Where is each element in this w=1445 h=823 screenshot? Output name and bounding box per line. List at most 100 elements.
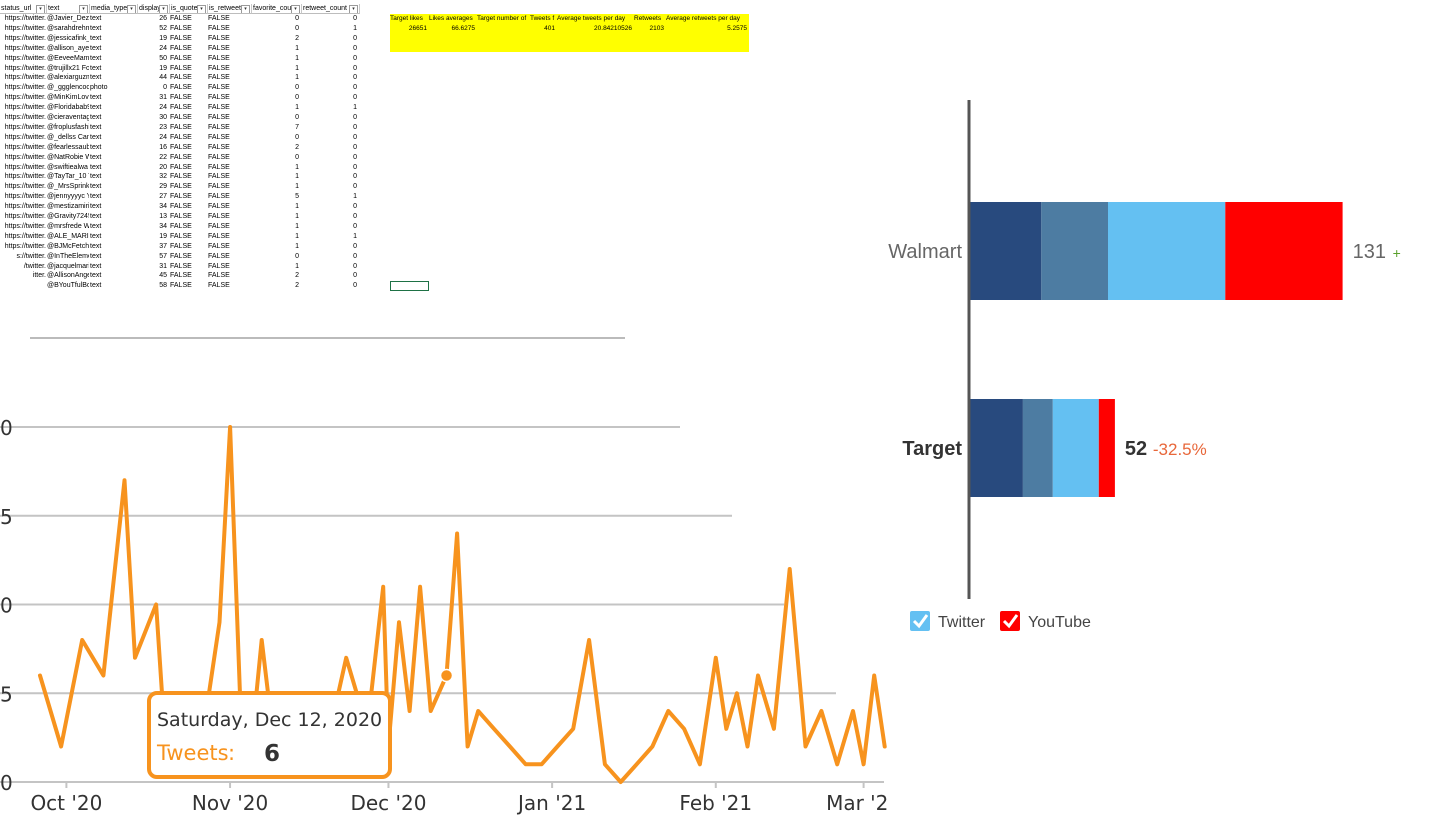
table-cell: FALSE <box>208 213 230 220</box>
table-cell: text <box>90 34 102 42</box>
table-cell: 0 <box>353 44 357 52</box>
table-cell: 0 <box>353 252 357 260</box>
table-cell: FALSE <box>170 15 192 22</box>
table-cell: FALSE <box>208 242 230 250</box>
table-cell: 0 <box>295 15 299 22</box>
table-cell: 24 <box>159 104 167 112</box>
table-cell: text <box>90 222 102 230</box>
table-cell: 1 <box>295 104 299 112</box>
filter-dropdown-icon[interactable]: ▾ <box>349 5 358 13</box>
table-cell: 0 <box>353 262 357 270</box>
x-tick-label: Oct '20 <box>30 791 102 815</box>
table-cell: 0 <box>353 272 357 280</box>
table-cell: 2 <box>295 272 299 280</box>
table-cell: https://twitter. <box>4 133 46 141</box>
table-cell: text <box>90 193 102 201</box>
table-cell: @InTheEleme <box>47 252 89 260</box>
filter-dropdown-icon[interactable]: ▾ <box>159 5 168 13</box>
table-cell: 19 <box>159 232 167 240</box>
table-cell: FALSE <box>170 34 192 42</box>
table-cell: FALSE <box>208 193 230 201</box>
table-cell: https://twitter. <box>4 123 46 131</box>
table-cell: 0 <box>353 94 357 102</box>
table-cell: FALSE <box>170 163 192 171</box>
filter-dropdown-icon[interactable]: ▾ <box>241 5 250 13</box>
y-tick-label: 0 <box>0 594 13 618</box>
column-header: text ▾ <box>47 4 90 14</box>
table-cell: FALSE <box>208 64 230 72</box>
table-cell: text <box>90 104 102 112</box>
table-cell: FALSE <box>208 272 230 280</box>
table-cell: @_ggglencocc <box>47 84 89 92</box>
table-cell: text <box>90 203 102 211</box>
filter-dropdown-icon[interactable]: ▾ <box>79 5 88 13</box>
table-cell: FALSE <box>170 114 192 121</box>
x-tick-label: Feb '21 <box>679 791 752 815</box>
table-cell: 31 <box>159 94 167 102</box>
column-header: media_type ▾ <box>90 4 138 14</box>
table-cell: itter. <box>32 272 46 280</box>
table-cell: 0 <box>295 94 299 102</box>
table-cell: 1 <box>295 74 299 82</box>
table-cell: FALSE <box>208 133 230 141</box>
selected-cell[interactable] <box>390 281 429 291</box>
table-cell: https://twitter. <box>4 163 46 171</box>
table-cell: text <box>90 252 102 260</box>
tooltip-box <box>147 691 392 779</box>
total-label: 52 <box>1125 438 1147 460</box>
table-cell: FALSE <box>170 213 192 220</box>
table-cell: FALSE <box>170 104 192 112</box>
table-cell: @EeveeMami <box>47 54 89 62</box>
summary-header: Likes averages <box>429 15 473 22</box>
table-cell: 32 <box>159 173 167 181</box>
table-cell: 1 <box>353 232 357 240</box>
x-tick-label: Nov '20 <box>192 791 268 815</box>
table-cell: @ALE_MARIN <box>47 232 89 240</box>
legend-label: YouTube <box>1028 614 1091 631</box>
table-cell: 1 <box>295 44 299 52</box>
table-cell: @sarahdrehm <box>47 24 89 32</box>
summary-header: Average tweets per day <box>557 15 626 22</box>
table-cell: FALSE <box>208 262 230 270</box>
table-cell: 1 <box>295 183 299 191</box>
table-cell: 24 <box>159 133 167 141</box>
filter-dropdown-icon[interactable]: ▾ <box>127 5 136 13</box>
table-cell: 0 <box>353 222 357 230</box>
table-cell: 19 <box>159 64 167 72</box>
table-cell: FALSE <box>170 84 192 92</box>
summary-header: Tweets f <box>530 15 555 22</box>
table-cell: https://twitter. <box>4 114 46 121</box>
table-cell: 0 <box>295 153 299 161</box>
table-cell: text <box>90 15 102 22</box>
table-cell: text <box>90 114 102 121</box>
table-cell: 0 <box>353 282 357 290</box>
table-cell: FALSE <box>208 252 230 260</box>
table-cell: 34 <box>159 203 167 211</box>
line-chart-x-ticks: Oct '20 Nov '20 Dec '20 Jan '21 Feb '21 Mar '… <box>30 782 890 815</box>
table-cell: FALSE <box>208 153 230 161</box>
table-cell: 1 <box>295 262 299 270</box>
table-cell: FALSE <box>170 262 192 270</box>
change-label: -32.5% <box>1153 440 1207 459</box>
table-cell: @TayTar_10 Tl <box>47 173 89 181</box>
table-cell: FALSE <box>208 203 230 211</box>
table-cell: text <box>90 133 102 141</box>
table-cell: FALSE <box>170 203 192 211</box>
table-cell: 0 <box>353 15 357 22</box>
table-cell: FALSE <box>170 272 192 280</box>
table-cell: FALSE <box>170 54 192 62</box>
filter-dropdown-icon[interactable]: ▾ <box>291 5 300 13</box>
summary-header: Average retweets per day <box>666 15 740 22</box>
table-cell: @mestizamiri <box>47 203 89 211</box>
table-cell: https://twitter. <box>4 153 46 161</box>
table-cell: FALSE <box>170 232 192 240</box>
table-cell: 1 <box>295 213 299 220</box>
y-tick-label: 0 <box>0 416 13 440</box>
table-cell: 0 <box>353 133 357 141</box>
filter-dropdown-icon[interactable]: ▾ <box>36 5 45 13</box>
filter-dropdown-icon[interactable]: ▾ <box>197 5 206 13</box>
bar-chart-bars: Walmart 131 + Target 52 -32.5% <box>888 202 1401 497</box>
highlighted-point <box>439 668 454 683</box>
table-cell: 2 <box>295 282 299 290</box>
table-cell: 52 <box>159 24 167 32</box>
